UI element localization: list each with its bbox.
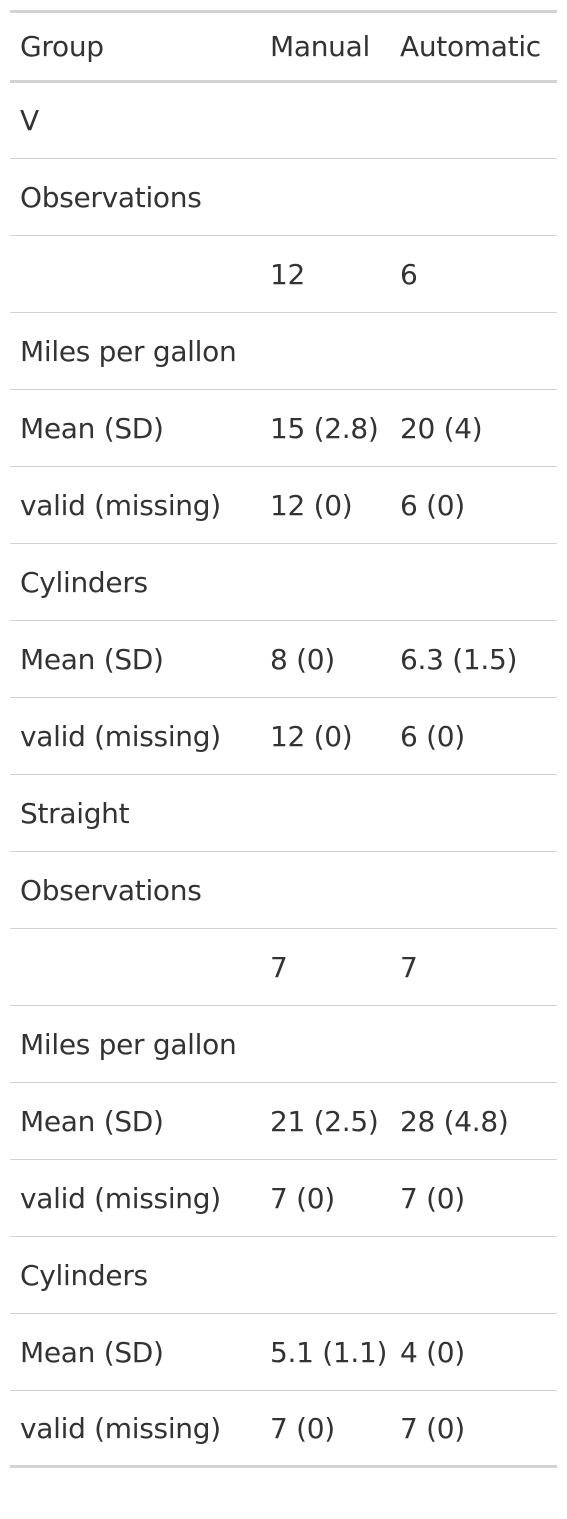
row-label: Observations — [10, 851, 260, 929]
table-row: Straight — [10, 774, 557, 852]
manual-cell — [260, 82, 390, 159]
automatic-cell — [390, 158, 557, 236]
manual-cell — [260, 774, 390, 852]
automatic-cell — [390, 1236, 557, 1314]
manual-cell — [260, 158, 390, 236]
header-automatic: Automatic — [390, 11, 557, 83]
manual-cell — [260, 1236, 390, 1314]
table-row: valid (missing) 7 (0) 7 (0) — [10, 1159, 557, 1237]
row-label: valid (missing) — [10, 697, 260, 775]
table-row: Observations — [10, 851, 557, 929]
table-row: valid (missing) 12 (0) 6 (0) — [10, 466, 557, 544]
manual-cell — [260, 1005, 390, 1083]
table-row: valid (missing) 12 (0) 6 (0) — [10, 697, 557, 775]
table-row: 12 6 — [10, 235, 557, 313]
table-row: Miles per gallon — [10, 1005, 557, 1083]
row-label: Mean (SD) — [10, 620, 260, 698]
row-label: valid (missing) — [10, 1390, 260, 1467]
manual-cell: 7 (0) — [260, 1390, 390, 1467]
manual-cell: 21 (2.5) — [260, 1082, 390, 1160]
manual-cell: 15 (2.8) — [260, 389, 390, 467]
manual-cell: 5.1 (1.1) — [260, 1313, 390, 1391]
row-label: Cylinders — [10, 543, 260, 621]
header-row: Group Manual Automatic — [10, 11, 557, 83]
table-row: Mean (SD) 5.1 (1.1) 4 (0) — [10, 1313, 557, 1391]
summary-table-container: Group Manual Automatic V Observations 12… — [10, 10, 557, 1468]
row-label: V — [20, 104, 39, 137]
automatic-cell: 6 (0) — [390, 466, 557, 544]
row-label: Mean (SD) — [10, 389, 260, 467]
automatic-cell: 28 (4.8) — [390, 1082, 557, 1160]
automatic-cell — [390, 312, 557, 390]
row-label: Miles per gallon — [10, 1005, 260, 1083]
header-manual: Manual — [260, 11, 390, 83]
automatic-cell: 4 (0) — [390, 1313, 557, 1391]
row-label: Mean (SD) — [10, 1082, 260, 1160]
row-label: Miles per gallon — [10, 312, 260, 390]
manual-cell — [260, 312, 390, 390]
automatic-cell: 7 (0) — [390, 1390, 557, 1467]
row-label — [10, 928, 260, 1006]
header-group: Group — [10, 11, 260, 83]
table-row: 7 7 — [10, 928, 557, 1006]
automatic-cell — [390, 1005, 557, 1083]
row-label: valid (missing) — [10, 1159, 260, 1237]
automatic-cell — [390, 851, 557, 929]
table-body: V Observations 12 6 Miles per gallon Mea… — [10, 82, 557, 1467]
automatic-cell: 6 — [390, 235, 557, 313]
automatic-cell — [390, 774, 557, 852]
manual-cell: 7 (0) — [260, 1159, 390, 1237]
row-label: Observations — [10, 158, 260, 236]
manual-cell: 12 — [260, 235, 390, 313]
automatic-cell: 7 (0) — [390, 1159, 557, 1237]
table-row: Miles per gallon — [10, 312, 557, 390]
table-row: V — [10, 82, 557, 159]
row-label: Cylinders — [10, 1236, 260, 1314]
table-row: Cylinders — [10, 1236, 557, 1314]
row-label: Mean (SD) — [10, 1313, 260, 1391]
row-label — [10, 235, 260, 313]
table-row: Mean (SD) 8 (0) 6.3 (1.5) — [10, 620, 557, 698]
automatic-cell: 20 (4) — [390, 389, 557, 467]
table-row: Cylinders — [10, 543, 557, 621]
automatic-cell: 6.3 (1.5) — [390, 620, 557, 698]
automatic-cell — [390, 543, 557, 621]
table-header: Group Manual Automatic — [10, 11, 557, 83]
summary-table: Group Manual Automatic V Observations 12… — [10, 10, 557, 1468]
manual-cell: 8 (0) — [260, 620, 390, 698]
manual-cell — [260, 543, 390, 621]
row-label: Straight — [10, 774, 260, 852]
table-row: Mean (SD) 21 (2.5) 28 (4.8) — [10, 1082, 557, 1160]
table-row: Mean (SD) 15 (2.8) 20 (4) — [10, 389, 557, 467]
table-row: Observations — [10, 158, 557, 236]
table-row: valid (missing) 7 (0) 7 (0) — [10, 1390, 557, 1467]
automatic-cell: 6 (0) — [390, 697, 557, 775]
manual-cell — [260, 851, 390, 929]
manual-cell: 12 (0) — [260, 466, 390, 544]
automatic-cell: 7 — [390, 928, 557, 1006]
manual-cell: 7 — [260, 928, 390, 1006]
row-label: valid (missing) — [10, 466, 260, 544]
automatic-cell — [390, 82, 557, 159]
manual-cell: 12 (0) — [260, 697, 390, 775]
